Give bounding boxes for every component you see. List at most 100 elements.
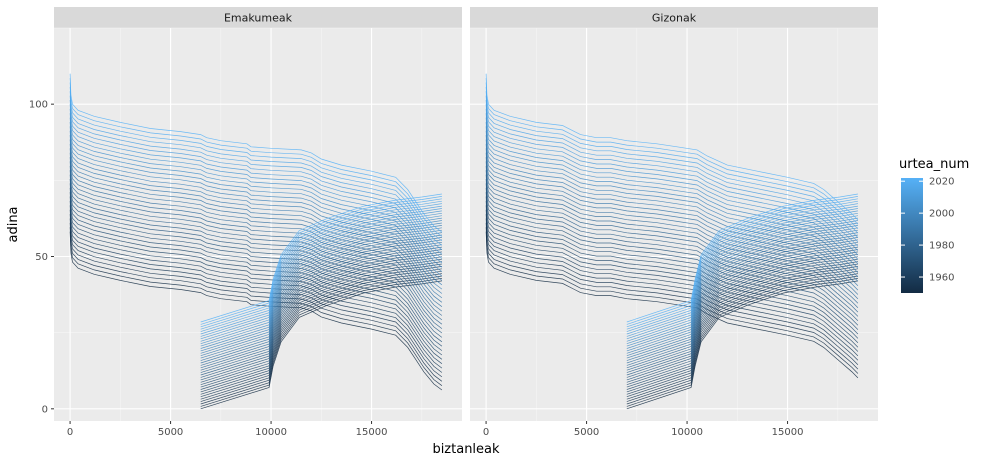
facet-panels: Emakumeak Gizonak xyxy=(54,7,878,421)
series-line xyxy=(626,212,858,342)
series-line xyxy=(69,178,443,338)
series-line xyxy=(69,174,443,334)
legend-label: 2000 xyxy=(929,209,954,220)
x-tick-label: 10000 xyxy=(671,427,703,438)
series-line xyxy=(69,214,443,373)
series-line xyxy=(200,198,442,328)
series-line xyxy=(200,249,442,378)
series-lines xyxy=(485,73,859,410)
x-axis-title: biztanleak xyxy=(432,442,500,457)
series-line xyxy=(69,170,443,329)
series-line xyxy=(485,108,859,256)
series-line xyxy=(69,205,443,364)
series-line xyxy=(69,104,443,264)
series-line xyxy=(69,222,443,382)
series-line xyxy=(69,130,443,290)
legend: urtea_num 1960 1980 2000 2020 xyxy=(899,157,969,293)
series-line xyxy=(200,246,442,376)
series-line xyxy=(626,217,858,347)
series-line xyxy=(200,244,442,373)
series-line xyxy=(69,192,443,351)
facet-strip xyxy=(54,7,462,28)
series-line xyxy=(485,209,859,357)
series-line xyxy=(69,113,443,272)
series-line xyxy=(69,196,443,356)
series-line xyxy=(69,209,443,369)
series-line xyxy=(485,104,859,251)
series-line xyxy=(626,203,858,332)
series-line xyxy=(485,218,859,365)
series-line xyxy=(69,121,443,281)
series-line xyxy=(485,178,859,326)
series-line xyxy=(69,165,443,325)
series-line xyxy=(485,192,859,339)
series-line xyxy=(626,258,858,388)
series-lines xyxy=(69,73,443,410)
series-line xyxy=(200,237,442,366)
series-line xyxy=(485,152,859,300)
series-line xyxy=(200,258,442,388)
facet-strip xyxy=(470,7,878,28)
series-line xyxy=(485,222,859,370)
series-line xyxy=(485,161,859,308)
x-tick-label: 15000 xyxy=(772,427,804,438)
series-line xyxy=(626,239,858,369)
x-tick-label: 5000 xyxy=(158,427,183,438)
series-line xyxy=(485,231,859,379)
series-line xyxy=(485,78,859,225)
series-line xyxy=(200,217,442,347)
series-line xyxy=(69,157,443,316)
series-line xyxy=(200,239,442,369)
legend-label: 1960 xyxy=(929,273,954,284)
series-line xyxy=(485,82,859,229)
series-line xyxy=(485,126,859,273)
series-line xyxy=(626,244,858,373)
series-line xyxy=(485,99,859,247)
facet-strip-label: Emakumeak xyxy=(224,12,293,25)
series-line xyxy=(485,165,859,313)
series-line xyxy=(69,117,443,277)
series-line xyxy=(485,130,859,278)
series-line xyxy=(485,117,859,265)
series-line xyxy=(485,183,859,330)
facet-strip-label: Gizonak xyxy=(652,12,697,25)
series-line xyxy=(69,82,443,242)
series-line xyxy=(485,86,859,234)
series-line xyxy=(69,218,443,378)
series-line xyxy=(485,73,859,221)
series-line xyxy=(626,208,858,337)
series-line xyxy=(626,237,858,366)
series-line xyxy=(200,232,442,361)
series-line xyxy=(69,139,443,299)
series-line xyxy=(485,113,859,260)
x-tick-label: 5000 xyxy=(574,427,599,438)
series-line xyxy=(200,275,442,405)
axes: 0 5000 10000 15000 0 50 100 0 5000 10000 15000 bizt… xyxy=(6,100,803,457)
series-line xyxy=(485,187,859,335)
series-line xyxy=(485,121,859,269)
series-line xyxy=(200,196,442,325)
series-line xyxy=(626,222,858,352)
series-line xyxy=(69,148,443,307)
series-line xyxy=(485,196,859,344)
series-line xyxy=(200,268,442,398)
series-line xyxy=(200,263,442,393)
series-line xyxy=(485,157,859,304)
series-line xyxy=(626,193,858,323)
series-line xyxy=(626,229,858,359)
series-line xyxy=(200,200,442,330)
series-line xyxy=(485,200,859,348)
series-line xyxy=(69,78,443,237)
series-line xyxy=(485,214,859,361)
facet-panel: Emakumeak xyxy=(54,7,462,421)
series-line xyxy=(626,251,858,381)
series-line xyxy=(485,139,859,286)
series-line xyxy=(485,174,859,322)
series-line xyxy=(69,231,443,391)
series-line xyxy=(69,135,443,294)
series-line xyxy=(69,126,443,286)
legend-title: urtea_num xyxy=(899,157,969,172)
series-line xyxy=(200,222,442,352)
series-line xyxy=(69,183,443,343)
